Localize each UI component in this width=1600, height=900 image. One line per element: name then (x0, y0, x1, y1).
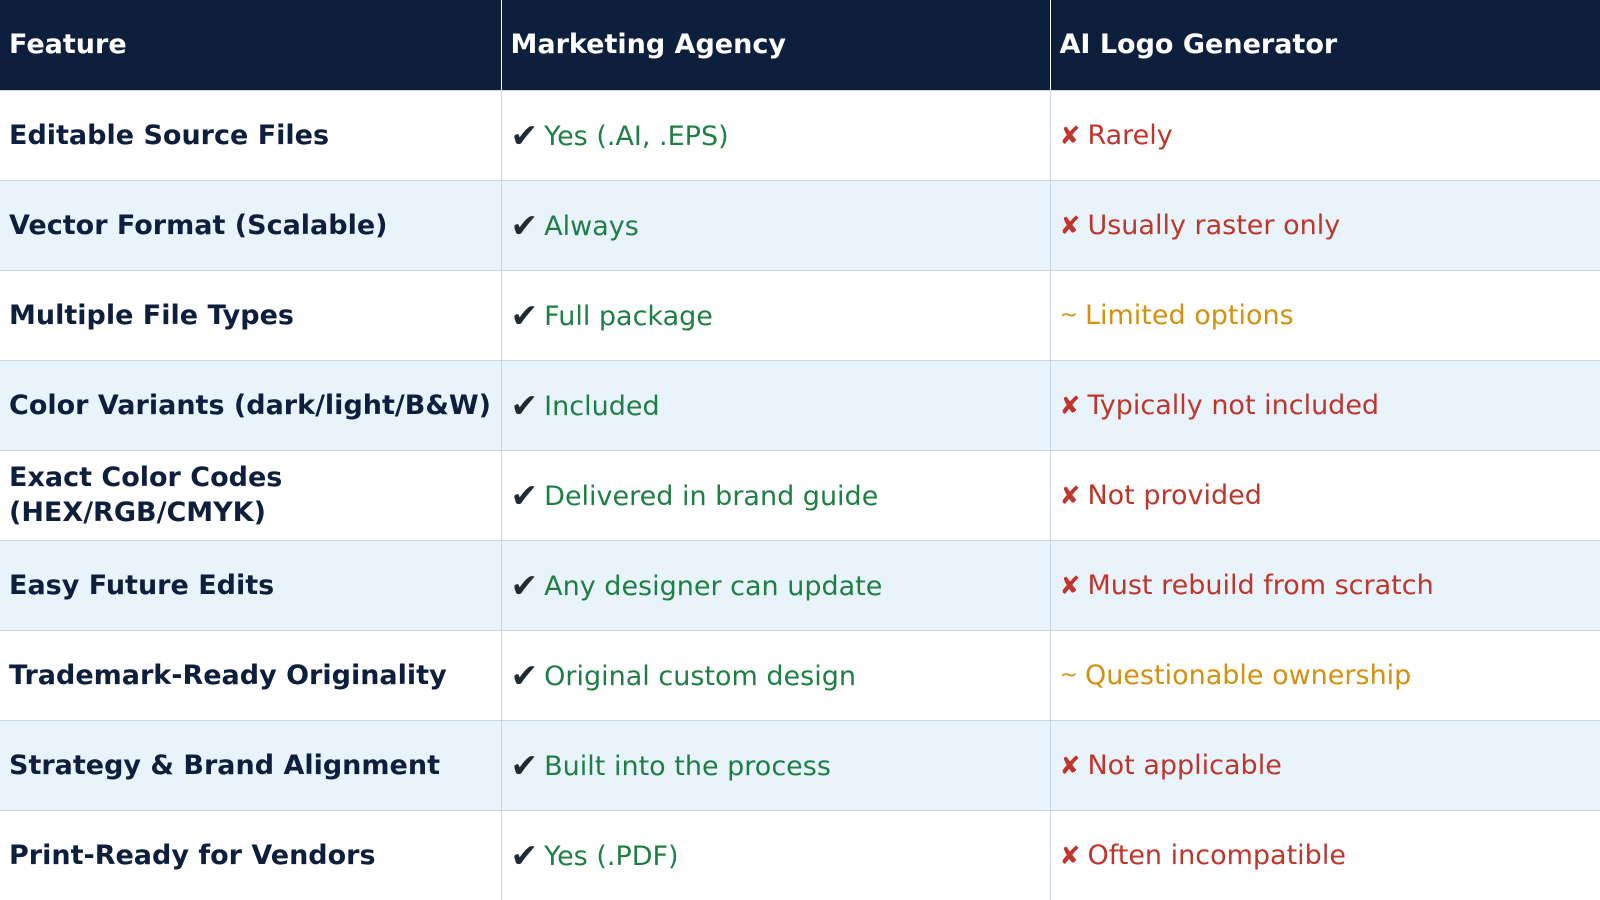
ai-cell: ~ Questionable ownership (1049, 629, 1600, 720)
feature-cell: Trademark-Ready Originality (0, 629, 501, 720)
agency-cell: ✔ Built into the process (500, 719, 1050, 810)
agency-cell: ✔ Original custom design (500, 629, 1050, 720)
agency-cell: ✔ Any designer can update (500, 539, 1050, 630)
ai-value: Limited options (1084, 299, 1294, 331)
table-row: Trademark-Ready Originality ✔ Original cus… (0, 629, 1600, 720)
checkmark-icon: ✔ (510, 565, 539, 605)
agency-value: Original custom design (544, 660, 856, 692)
table-row: Multiple File Types ✔ Full package ~ Limited… (0, 269, 1600, 360)
agency-value: Full package (544, 300, 713, 332)
ai-cell: ✘ Not applicable (1049, 719, 1600, 810)
feature-cell: Exact Color Codes (HEX/RGB/CMYK) (0, 449, 501, 540)
agency-value: Built into the process (544, 750, 831, 782)
cross-icon: ✘ (1059, 120, 1081, 150)
ai-value: Not provided (1087, 479, 1262, 511)
cross-icon: ✘ (1059, 210, 1081, 240)
tilde-icon: ~ (1059, 662, 1078, 688)
checkmark-icon: ✔ (510, 115, 539, 155)
table-row: Vector Format (Scalable) ✔ Always ✘ Usually … (0, 179, 1600, 270)
cross-icon: ✘ (1059, 570, 1081, 600)
ai-value: Often incompatible (1087, 839, 1346, 871)
header-row: Feature Marketing Agency AI Logo Generat… (0, 0, 1600, 90)
table-row: Strategy & Brand Alignment ✔ Built into th… (0, 719, 1600, 810)
ai-value: Not applicable (1087, 749, 1282, 781)
header-ai-logo-generator: AI Logo Generator (1049, 0, 1600, 90)
checkmark-icon: ✔ (510, 655, 539, 695)
agency-value: Yes (.PDF) (544, 840, 679, 872)
agency-cell: ✔ Always (500, 179, 1050, 270)
agency-value: Delivered in brand guide (544, 480, 879, 512)
ai-cell: ✘ Often incompatible (1049, 809, 1600, 900)
agency-value: Included (544, 390, 660, 422)
checkmark-icon: ✔ (510, 745, 539, 785)
feature-cell: Vector Format (Scalable) (0, 179, 501, 270)
table-row: Exact Color Codes (HEX/RGB/CMYK) ✔ Deliver… (0, 449, 1600, 540)
header-marketing-agency: Marketing Agency (500, 0, 1050, 90)
table-body: Editable Source Files ✔ Yes (.AI, .EPS) ✘ Ra… (0, 89, 1600, 900)
feature-cell: Multiple File Types (0, 269, 501, 360)
cross-icon: ✘ (1059, 750, 1081, 780)
feature-cell: Strategy & Brand Alignment (0, 719, 501, 810)
checkmark-icon: ✔ (510, 385, 539, 425)
table-row: Easy Future Edits ✔ Any designer can updat… (0, 539, 1600, 630)
checkmark-icon: ✔ (510, 475, 539, 515)
ai-cell: ✘ Usually raster only (1049, 179, 1600, 270)
ai-value: Usually raster only (1087, 209, 1341, 241)
feature-cell: Easy Future Edits (0, 539, 501, 630)
ai-value: Typically not included (1087, 389, 1380, 421)
cross-icon: ✘ (1059, 390, 1081, 420)
agency-cell: ✔ Delivered in brand guide (500, 449, 1050, 540)
agency-cell: ✔ Yes (.AI, .EPS) (500, 89, 1050, 180)
table-row: Editable Source Files ✔ Yes (.AI, .EPS) ✘ Ra… (0, 89, 1600, 180)
checkmark-icon: ✔ (510, 295, 539, 335)
agency-value: Any designer can update (544, 570, 883, 602)
table-row: Print-Ready for Vendors ✔ Yes (.PDF) ✘ Often… (0, 809, 1600, 900)
ai-value: Must rebuild from scratch (1087, 569, 1434, 601)
ai-cell: ✘ Not provided (1049, 449, 1600, 540)
feature-cell: Editable Source Files (0, 89, 501, 180)
ai-cell: ✘ Must rebuild from scratch (1049, 539, 1600, 630)
ai-cell: ~ Limited options (1049, 269, 1600, 360)
cross-icon: ✘ (1059, 840, 1081, 870)
agency-cell: ✔ Included (500, 359, 1050, 450)
agency-value: Yes (.AI, .EPS) (544, 120, 729, 152)
feature-cell: Color Variants (dark/light/B&W) (0, 359, 501, 450)
tilde-icon: ~ (1059, 302, 1078, 328)
header-feature: Feature (0, 0, 501, 90)
feature-cell: Print-Ready for Vendors (0, 809, 501, 900)
table-header: Feature Marketing Agency AI Logo Generat… (0, 0, 1600, 90)
agency-cell: ✔ Yes (.PDF) (500, 809, 1050, 900)
agency-value: Always (544, 210, 639, 242)
ai-value: Rarely (1087, 119, 1173, 151)
checkmark-icon: ✔ (510, 205, 539, 245)
cross-icon: ✘ (1059, 480, 1081, 510)
ai-cell: ✘ Typically not included (1049, 359, 1600, 450)
agency-cell: ✔ Full package (500, 269, 1050, 360)
table-row: Color Variants (dark/light/B&W) ✔ Included… (0, 359, 1600, 450)
checkmark-icon: ✔ (510, 835, 539, 875)
ai-cell: ✘ Rarely (1049, 89, 1600, 180)
ai-value: Questionable ownership (1084, 659, 1412, 691)
